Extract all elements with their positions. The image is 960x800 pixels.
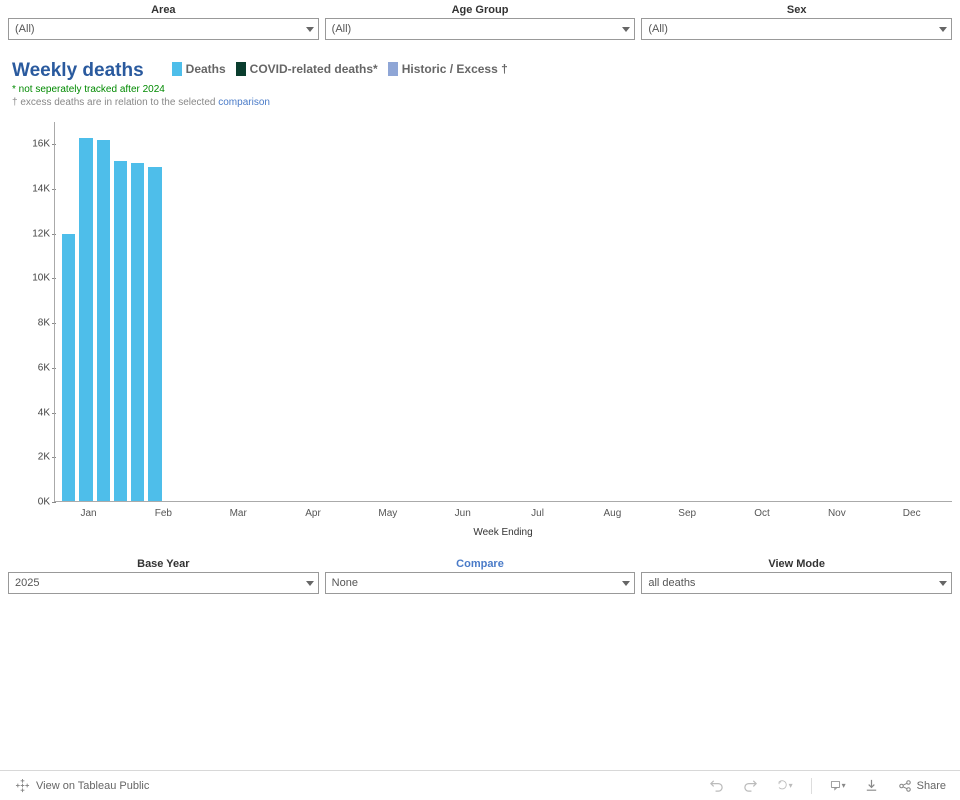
bar[interactable] (61, 234, 76, 501)
chart-area: 0K2K4K6K8K10K12K14K16K Week Ending JanFe… (12, 122, 952, 532)
x-tick-label: May (378, 508, 397, 519)
plot-area (54, 122, 952, 502)
filter-area-dropdown[interactable]: (All) (8, 18, 319, 40)
filter-agegroup: Age Group (All) (325, 4, 636, 40)
chevron-down-icon (622, 581, 630, 586)
chart-title: Weekly deaths (12, 60, 144, 82)
bar[interactable] (96, 140, 111, 501)
filter-compare-value: None (332, 577, 358, 589)
filter-agegroup-value: (All) (332, 23, 352, 35)
x-axis: Week Ending JanFebMarAprMayJunJulAugSepO… (54, 502, 952, 532)
chevron-down-icon (306, 581, 314, 586)
y-tick-label: 6K (38, 362, 50, 373)
filter-sex: Sex (All) (641, 4, 952, 40)
filter-baseyear-dropdown[interactable]: 2025 (8, 572, 319, 594)
filter-area-value: (All) (15, 23, 35, 35)
footer-view-label: View on Tableau Public (36, 780, 149, 792)
filter-baseyear: Base Year 2025 (8, 558, 319, 594)
filter-area: Area (All) (8, 4, 319, 40)
filter-viewmode-label: View Mode (641, 558, 952, 572)
x-tick-label: Jun (455, 508, 471, 519)
y-tick-label: 16K (32, 139, 50, 150)
chart-block: Weekly deaths Deaths COVID-related death… (0, 42, 960, 536)
filter-viewmode-value: all deaths (648, 577, 695, 589)
filter-sex-dropdown[interactable]: (All) (641, 18, 952, 40)
y-tick-label: 8K (38, 318, 50, 329)
legend-swatch (388, 62, 398, 76)
legend-item-covid: COVID-related deaths* (236, 62, 378, 76)
x-tick-label: Apr (305, 508, 321, 519)
chart-note-2-link[interactable]: comparison (218, 97, 270, 108)
filter-compare: Compare None (325, 558, 636, 594)
filter-viewmode-dropdown[interactable]: all deaths (641, 572, 952, 594)
y-axis: 0K2K4K6K8K10K12K14K16K (12, 122, 54, 502)
chart-title-row: Weekly deaths Deaths COVID-related death… (12, 60, 952, 82)
legend-label: Historic / Excess † (402, 62, 508, 76)
legend-item-deaths: Deaths (172, 62, 226, 76)
x-tick-label: Aug (603, 508, 621, 519)
share-button[interactable]: Share (898, 779, 946, 793)
x-axis-label: Week Ending (473, 527, 532, 538)
bar[interactable] (113, 161, 128, 501)
x-tick-label: Oct (754, 508, 770, 519)
filter-agegroup-label: Age Group (325, 4, 636, 18)
tableau-logo-icon (14, 778, 30, 794)
footer-divider (811, 778, 812, 794)
filter-compare-dropdown[interactable]: None (325, 572, 636, 594)
filter-agegroup-dropdown[interactable]: (All) (325, 18, 636, 40)
x-tick-label: Dec (903, 508, 921, 519)
y-tick-label: 4K (38, 407, 50, 418)
footer-left[interactable]: View on Tableau Public (14, 778, 149, 794)
y-tick-label: 0K (38, 497, 50, 508)
footer-bar: View on Tableau Public ▾ ▾ Share (0, 770, 960, 800)
legend-label: Deaths (186, 62, 226, 76)
filter-area-label: Area (8, 4, 319, 18)
revert-icon[interactable]: ▾ (777, 778, 793, 794)
x-tick-label: Jan (80, 508, 96, 519)
x-tick-label: Mar (230, 508, 247, 519)
download-icon[interactable] (864, 778, 880, 794)
x-tick-label: Feb (155, 508, 172, 519)
legend-item-historic: Historic / Excess † (388, 62, 508, 76)
chevron-down-icon (939, 581, 947, 586)
redo-icon[interactable] (743, 778, 759, 794)
chevron-down-icon (939, 27, 947, 32)
top-filter-row: Area (All) Age Group (All) Sex (All) (0, 0, 960, 42)
x-tick-label: Jul (531, 508, 544, 519)
legend-swatch (236, 62, 246, 76)
comment-icon[interactable]: ▾ (830, 778, 846, 794)
chart-note-2: † excess deaths are in relation to the s… (12, 97, 952, 108)
filter-baseyear-label: Base Year (8, 558, 319, 572)
chevron-down-icon (622, 27, 630, 32)
bar[interactable] (147, 167, 162, 501)
y-tick-label: 14K (32, 184, 50, 195)
filter-baseyear-value: 2025 (15, 577, 39, 589)
bar[interactable] (78, 138, 93, 501)
y-tick-label: 12K (32, 228, 50, 239)
filter-sex-label: Sex (641, 4, 952, 18)
share-label: Share (917, 780, 946, 792)
footer-right: ▾ ▾ Share (709, 778, 946, 794)
bar[interactable] (130, 163, 145, 501)
y-tick-label: 2K (38, 452, 50, 463)
filter-viewmode: View Mode all deaths (641, 558, 952, 594)
filter-compare-label: Compare (325, 558, 636, 572)
legend-swatch (172, 62, 182, 76)
chevron-down-icon (306, 27, 314, 32)
legend-label: COVID-related deaths* (250, 62, 378, 76)
bottom-filter-row: Base Year 2025 Compare None View Mode al… (0, 536, 960, 598)
y-tick-label: 10K (32, 273, 50, 284)
chart-note-2-prefix: † excess deaths are in relation to the s… (12, 97, 218, 108)
chart-note-1: * not seperately tracked after 2024 (12, 84, 952, 95)
x-tick-label: Nov (828, 508, 846, 519)
chart-legend: Deaths COVID-related deaths* Historic / … (172, 62, 508, 76)
undo-icon[interactable] (709, 778, 725, 794)
filter-sex-value: (All) (648, 23, 668, 35)
x-tick-label: Sep (678, 508, 696, 519)
